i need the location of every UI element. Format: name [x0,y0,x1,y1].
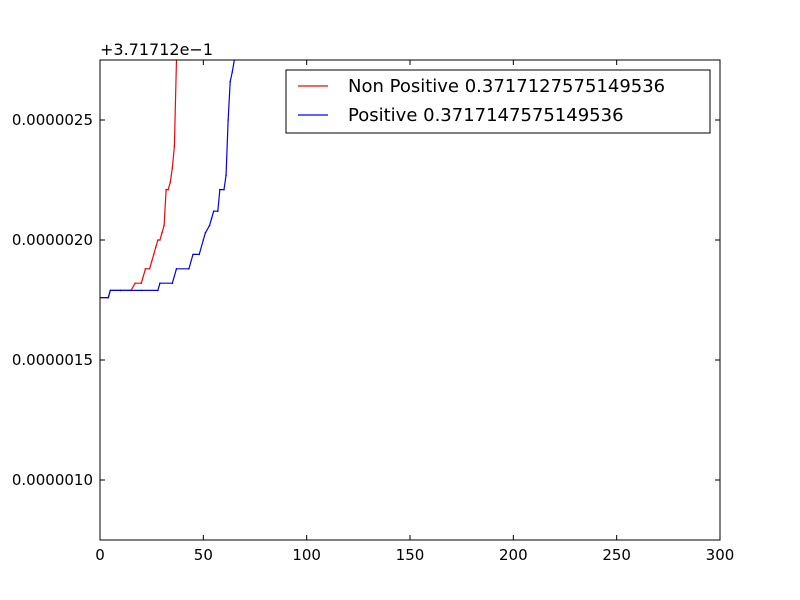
series-1-point [208,224,211,227]
series-1-point [198,253,200,256]
series-0-point [144,268,147,270]
series-1-point [229,80,231,83]
ticks-layer: 0 50 100 150 200 250 300 0.0000010 0.0000015 0.00… [12,60,734,564]
x-tick-label: 200 [499,546,528,564]
series-0-point [152,253,155,256]
legend: Non Positive 0.3717127575149536 Positive… [285,69,711,134]
plot-background [100,60,720,540]
legend-label-non-positive: Non Positive 0.3717127575149536 [348,76,665,97]
y-tick-label: 0.0000020 [12,231,93,249]
series-0-point [163,224,165,227]
series-1-point [157,289,159,292]
series-0-point [165,188,167,191]
x-tick-label: 0 [95,546,105,564]
y-tick-label: 0.0000015 [12,351,93,369]
series-1-point [231,71,234,73]
series-0-point [150,260,153,263]
series-0-point [161,232,163,234]
series-0-point [159,239,161,241]
series-1-point [223,188,225,191]
series-1-point [212,210,215,212]
series-layer [100,60,236,299]
series-0-point [169,181,172,184]
legend-box [285,69,711,134]
series-0-point [140,282,143,285]
x-tick-label: 150 [396,546,425,564]
x-tick-label: 250 [602,546,631,564]
series-0-point [167,188,169,191]
series-1-point [109,289,112,292]
series-1-point [107,296,110,299]
y-tick-label: 0.0000025 [12,111,93,129]
series-1-point [192,253,194,256]
legend-label-positive: Positive 0.3717147575149536 [348,105,624,126]
series-1-point [202,239,205,241]
series-1-point [175,268,178,270]
series-0-point [134,282,136,285]
series-0-point [171,167,174,169]
series-1-point [119,289,122,292]
series-0-point [148,268,151,270]
series-1-point [159,282,161,285]
plot-frame [99,59,721,541]
series-1-point [225,174,227,176]
series-0-point [155,246,157,248]
y-offset-label: +3.71712e−1 [100,40,213,59]
series-0-point [173,145,176,148]
series-1-point [188,268,190,270]
x-tick-label: 300 [706,546,735,564]
series-1-point [204,232,207,234]
x-tick-label: 100 [292,546,321,564]
series-1-point [219,188,221,191]
x-tick-label: 50 [194,546,213,564]
series-1-point [217,210,219,212]
series-1-point [210,217,213,220]
y-tick-label: 0.0000010 [12,471,93,489]
series-1-point [227,119,229,121]
series-1-point [140,289,143,292]
series-1-point [171,282,174,285]
series-0-point [157,239,159,241]
